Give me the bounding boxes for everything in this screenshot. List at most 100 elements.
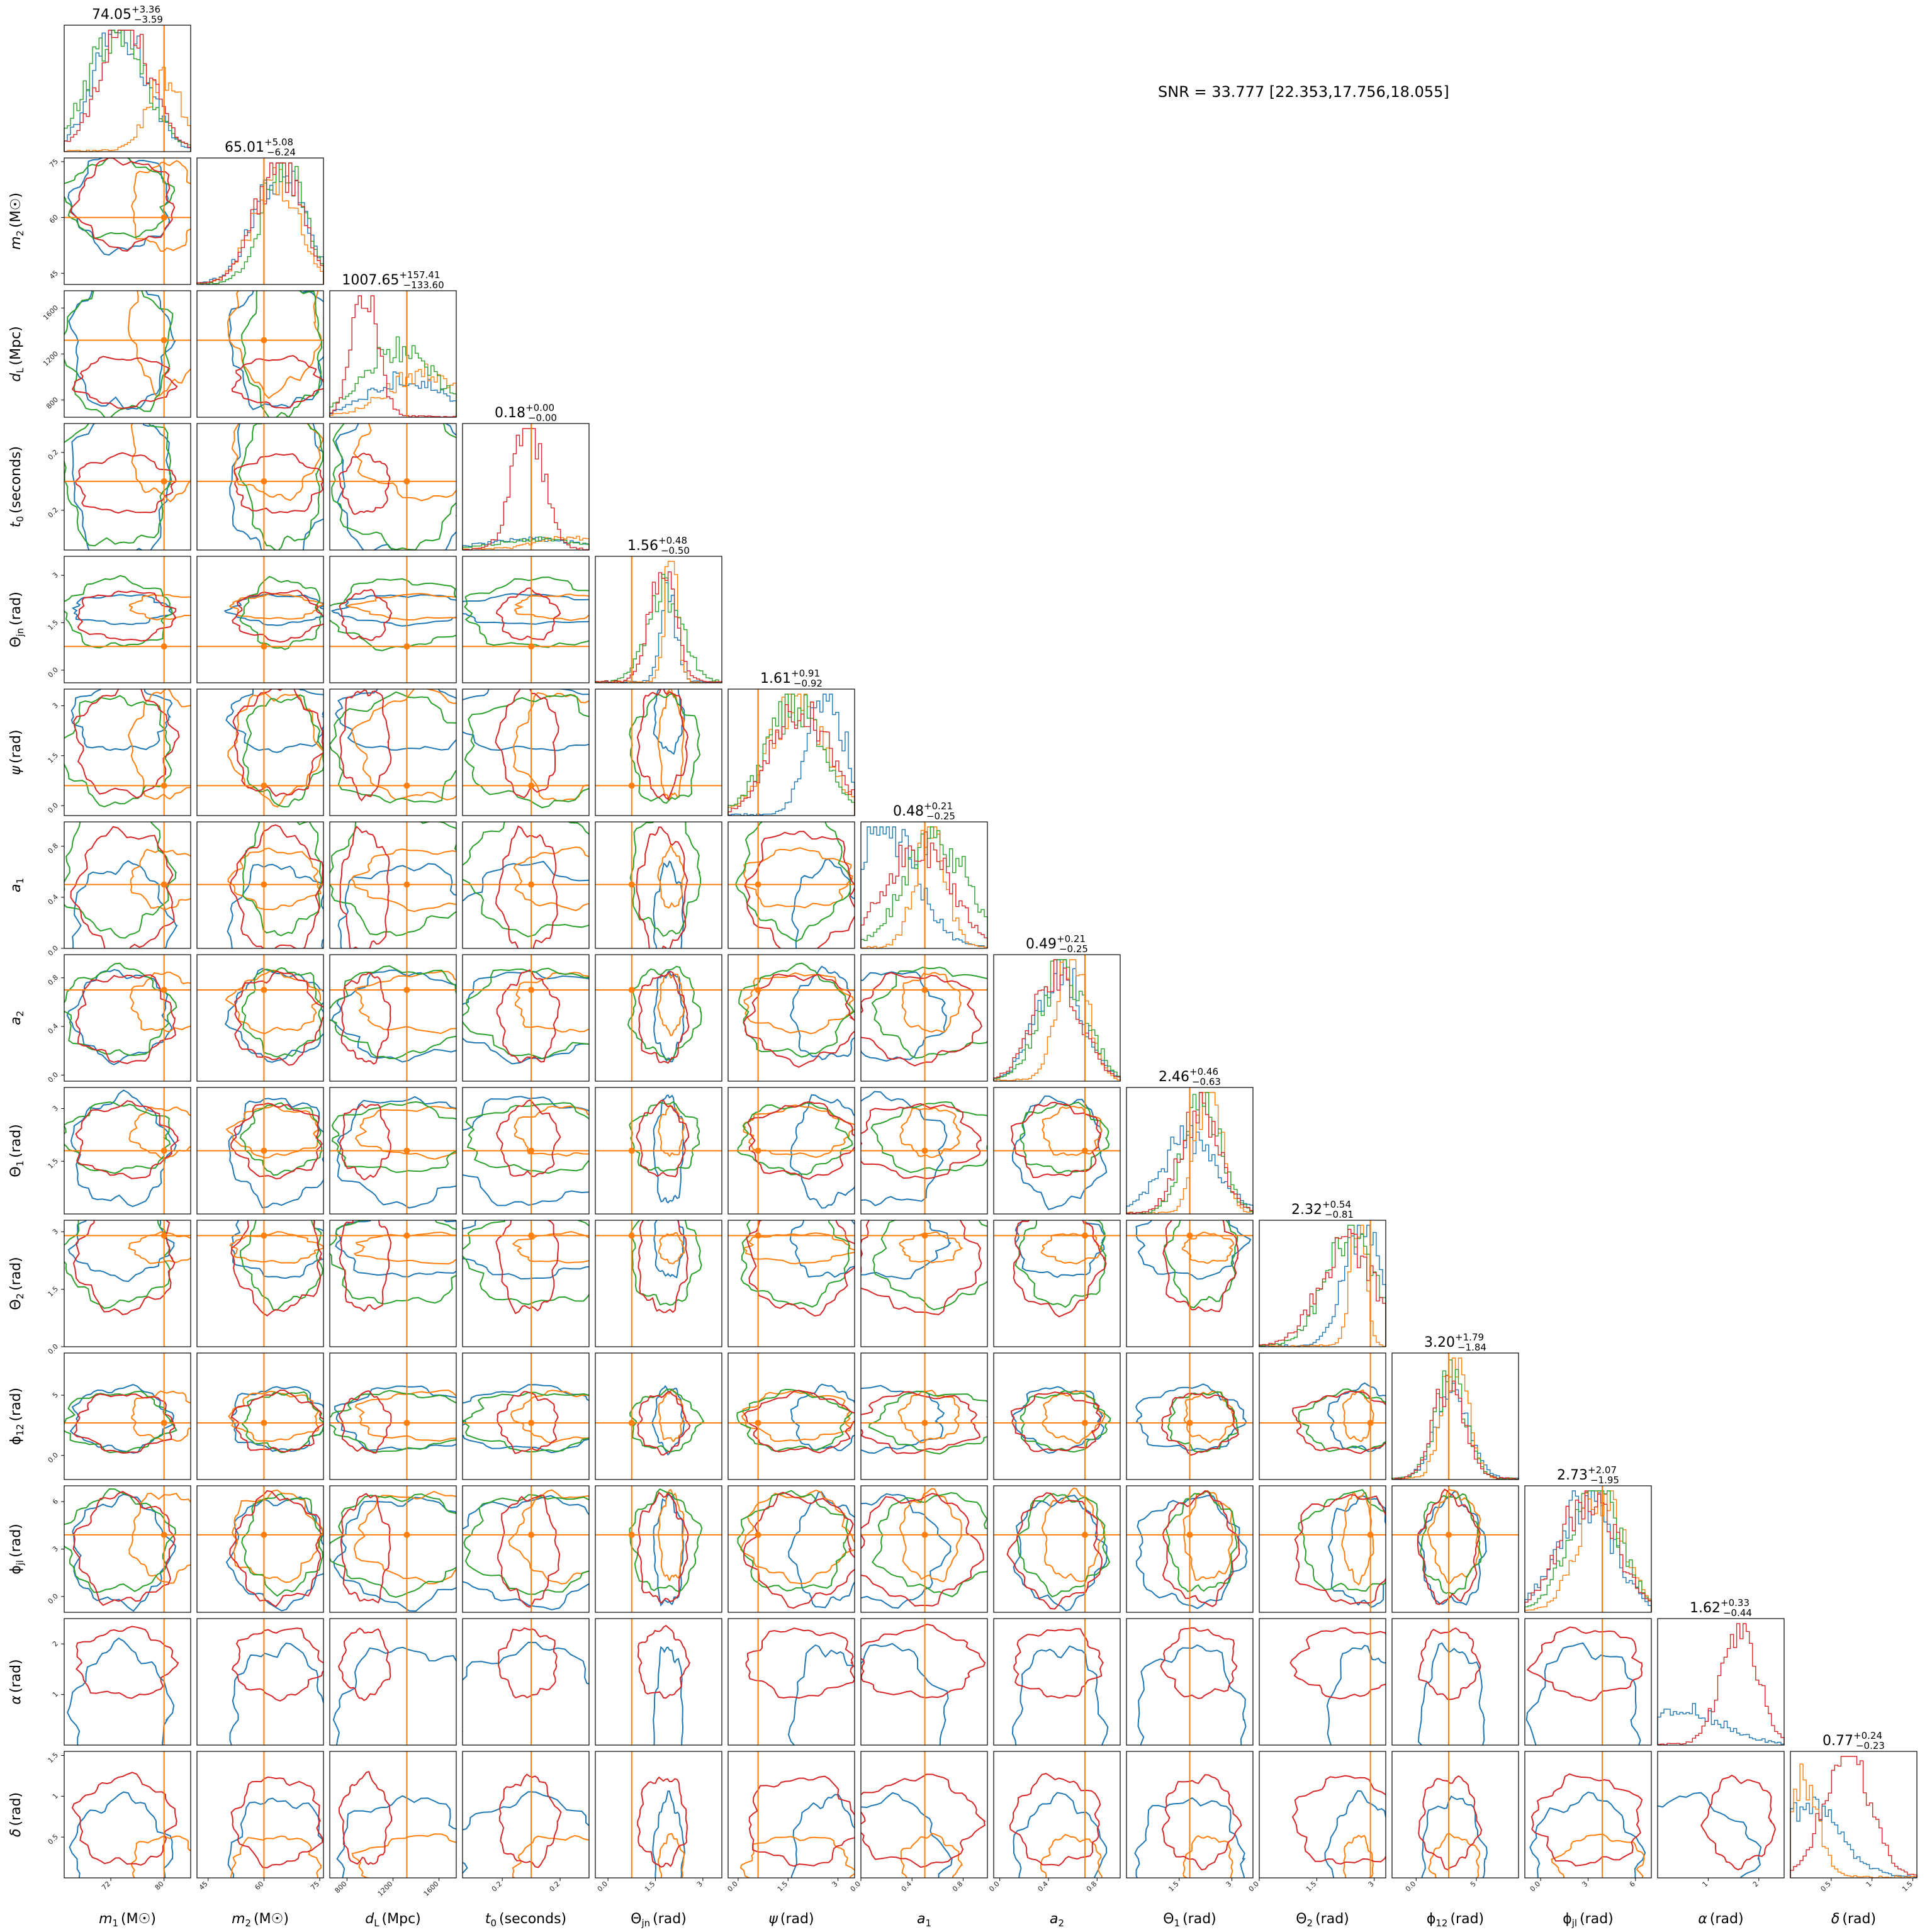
contour-line — [127, 689, 191, 800]
contour-line — [510, 1390, 589, 1444]
panel-6-1 — [64, 689, 191, 816]
y-tick-label: 0.2 — [47, 506, 60, 520]
contour-line — [64, 158, 176, 239]
x-axis-label-4: t0 (seconds) — [485, 1911, 566, 1929]
truth-marker — [160, 987, 167, 994]
panel-14-10 — [1291, 1751, 1386, 1878]
contour-line — [230, 1220, 323, 1279]
panel-5-4 — [463, 556, 589, 683]
contour-line — [241, 967, 323, 1058]
contour-line — [331, 1101, 456, 1173]
panel-frame — [196, 1618, 324, 1746]
panel-frame — [64, 1220, 191, 1347]
y-axis-label-12: ϕjl(rad) — [8, 1524, 26, 1575]
contour-line — [70, 158, 176, 252]
contour-line — [1013, 1495, 1108, 1612]
panel-frame — [1657, 1618, 1785, 1746]
contour-line — [787, 1644, 855, 1745]
contour-line — [1167, 1391, 1239, 1452]
hist-step — [1391, 1375, 1519, 1480]
contour-line — [353, 1231, 456, 1265]
panel-10-4 — [463, 1220, 589, 1347]
hist-6 — [727, 689, 855, 816]
contour-line — [1181, 1232, 1235, 1264]
contour-line — [1019, 1101, 1110, 1174]
panel-frame — [196, 157, 324, 285]
contour-line — [463, 1220, 589, 1280]
panel-frame — [64, 1485, 191, 1613]
panel-frame — [329, 1751, 457, 1879]
panel-7-6 — [728, 822, 855, 948]
panel-frame — [1524, 1751, 1652, 1879]
contour-line — [233, 453, 323, 514]
panel-frame — [1259, 1751, 1386, 1879]
x-tick-label: 3 — [1224, 1880, 1233, 1889]
contour-line — [64, 1488, 177, 1593]
panel-frame — [1126, 1751, 1254, 1879]
contour-line — [745, 1627, 855, 1699]
hist-step — [462, 536, 590, 551]
contour-line — [232, 1489, 323, 1583]
contour-line — [229, 824, 323, 948]
contour-line — [338, 1627, 391, 1702]
panel-14-12 — [1529, 1751, 1646, 1878]
hist-step — [595, 573, 722, 683]
contour-line — [241, 1493, 323, 1597]
contour-line — [899, 1231, 964, 1264]
panel-frame — [1391, 1618, 1519, 1746]
panel-frame — [993, 1220, 1121, 1347]
title-4: 0.18+0.00 −0.00 — [495, 402, 557, 424]
panel-frame — [462, 954, 590, 1082]
contour-line — [1417, 1490, 1488, 1606]
panel-frame — [993, 1485, 1121, 1613]
title-10: 2.32+0.54 −0.81 — [1291, 1199, 1354, 1220]
panel-frame — [727, 1618, 855, 1746]
x-axis-label-8: a2 — [1050, 1911, 1064, 1929]
contour-line — [1164, 1220, 1238, 1309]
panel-5-3 — [330, 556, 456, 683]
contour-line — [861, 972, 983, 1067]
contour-line — [229, 593, 323, 620]
contour-line — [627, 965, 702, 1061]
contour-line — [227, 863, 323, 948]
hist-2 — [196, 158, 324, 284]
contour-line — [355, 1106, 456, 1160]
contour-line — [335, 1220, 456, 1278]
contour-line — [1137, 1644, 1247, 1745]
truth-marker — [1367, 1531, 1374, 1538]
x-tick-label: 1.5 — [776, 1880, 790, 1894]
panel-14-2 — [227, 1751, 323, 1878]
contour-line — [512, 1231, 589, 1264]
contour-line — [740, 1220, 850, 1308]
contour-line — [330, 1390, 456, 1453]
panel-13-8 — [1011, 1619, 1109, 1745]
panel-14-7 — [861, 1751, 987, 1878]
contour-line — [1162, 1490, 1240, 1607]
hist-step — [1790, 1763, 1918, 1879]
contour-line — [495, 825, 558, 948]
x-axis-label-2: m2 (M☉) — [232, 1911, 289, 1929]
panel-frame — [462, 1087, 590, 1215]
x-axis-label-12: ϕjl (rad) — [1563, 1911, 1614, 1929]
y-tick-label: 1 — [51, 1690, 60, 1699]
panel-frame — [595, 556, 722, 683]
truth-marker — [528, 1531, 535, 1538]
panel-frame — [1259, 1618, 1386, 1746]
title-1: 74.05+3.36 −3.59 — [92, 4, 163, 25]
panel-12-4 — [463, 1486, 589, 1612]
contour-line — [743, 1491, 855, 1609]
contour-line — [1294, 1494, 1386, 1605]
contour-line — [658, 1104, 685, 1157]
contour-line — [463, 970, 589, 1065]
panel-6-4 — [463, 689, 589, 816]
contour-line — [658, 1833, 685, 1878]
y-tick-label: 3 — [51, 1227, 60, 1236]
snr-annotation: SNR = 33.777 [22.353,17.756,18.055] — [1158, 83, 1449, 101]
truth-marker — [921, 1531, 928, 1538]
panel-frame — [64, 688, 191, 816]
contour-line — [651, 1384, 685, 1456]
contour-line — [463, 1791, 589, 1875]
truth-marker — [628, 1531, 635, 1538]
hist-10 — [1259, 1220, 1386, 1347]
contour-line — [332, 1646, 456, 1745]
